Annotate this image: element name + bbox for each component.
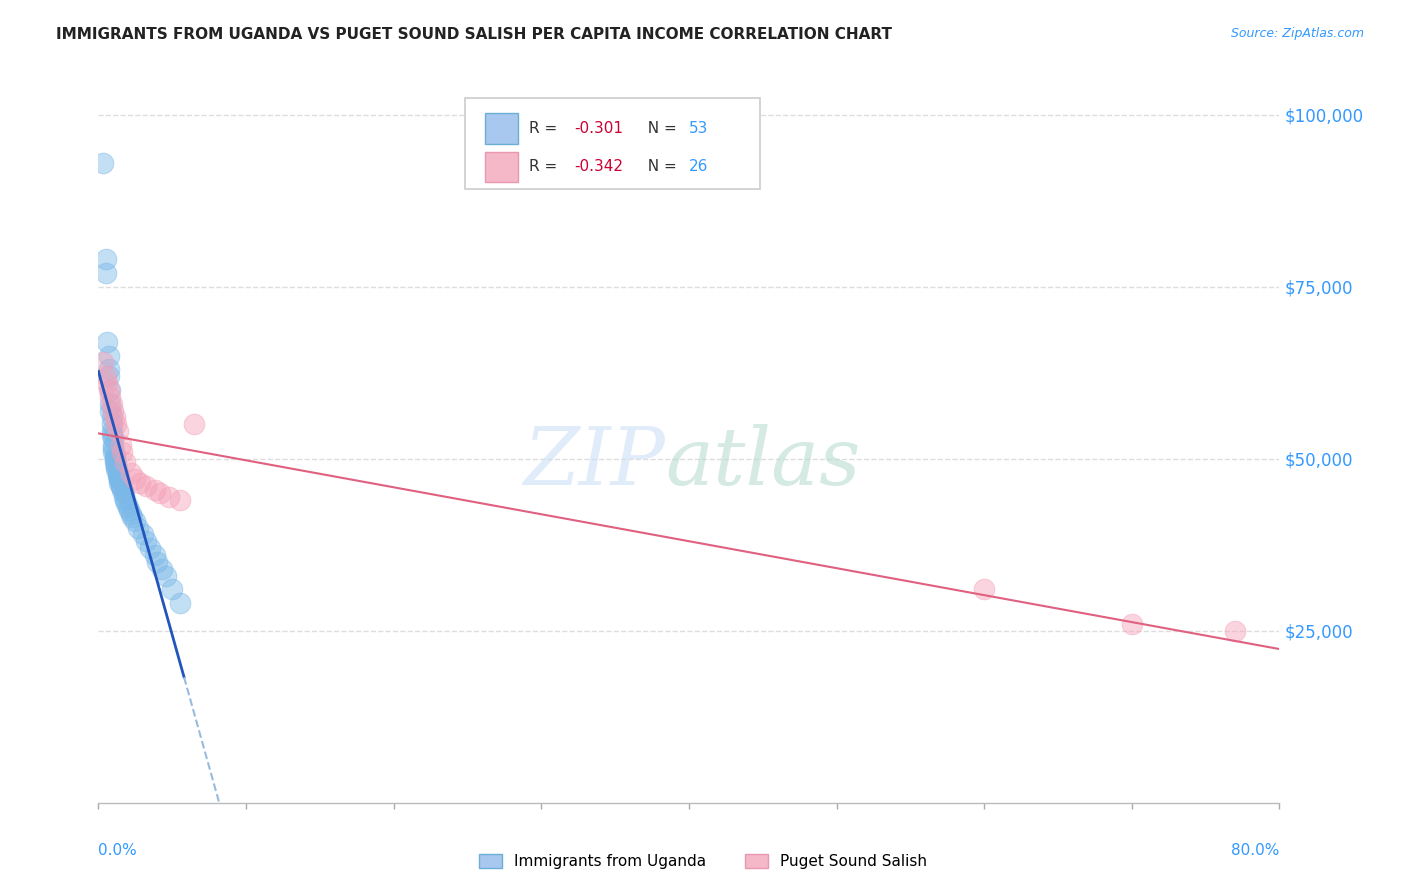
Point	[111, 483, 134, 497]
Point	[104, 451, 127, 466]
Point	[103, 403, 125, 417]
Point	[110, 479, 132, 493]
Point	[1225, 624, 1247, 638]
Point	[157, 490, 180, 504]
FancyBboxPatch shape	[485, 152, 517, 182]
Point	[112, 490, 135, 504]
Point	[98, 383, 121, 397]
FancyBboxPatch shape	[464, 98, 759, 189]
Point	[100, 424, 122, 438]
Point	[100, 417, 122, 432]
Text: IMMIGRANTS FROM UGANDA VS PUGET SOUND SALISH PER CAPITA INCOME CORRELATION CHART: IMMIGRANTS FROM UGANDA VS PUGET SOUND SA…	[56, 27, 893, 42]
Point	[1121, 616, 1143, 631]
Point	[132, 527, 155, 541]
Point	[135, 534, 157, 549]
Point	[104, 410, 127, 425]
Point	[104, 451, 127, 466]
Point	[97, 369, 120, 384]
Text: -0.342: -0.342	[575, 160, 623, 174]
Point	[105, 458, 128, 473]
Text: ZIP: ZIP	[523, 425, 665, 502]
Point	[143, 483, 166, 497]
Text: 0.0%: 0.0%	[98, 843, 138, 857]
Point	[103, 438, 125, 452]
Point	[91, 355, 114, 369]
Point	[146, 555, 169, 569]
Point	[155, 568, 177, 582]
Point	[100, 397, 122, 411]
Y-axis label: Per Capita Income: Per Capita Income	[0, 371, 7, 512]
Point	[98, 403, 121, 417]
Point	[128, 475, 150, 490]
Point	[96, 334, 118, 349]
Point	[97, 349, 120, 363]
Point	[105, 458, 128, 473]
Point	[114, 493, 136, 508]
Point	[124, 514, 146, 528]
Point	[111, 445, 134, 459]
Text: 80.0%: 80.0%	[1232, 843, 1279, 857]
Point	[105, 417, 128, 432]
Point	[98, 397, 121, 411]
Point	[115, 496, 138, 510]
Point	[104, 455, 127, 469]
Point	[94, 369, 117, 384]
Point	[103, 431, 125, 445]
Point	[100, 410, 122, 425]
Point	[143, 548, 166, 562]
Point	[105, 462, 128, 476]
Point	[127, 520, 149, 534]
FancyBboxPatch shape	[485, 113, 517, 144]
Text: R =: R =	[530, 121, 562, 136]
Text: Source: ZipAtlas.com: Source: ZipAtlas.com	[1230, 27, 1364, 40]
Point	[120, 466, 142, 480]
Point	[98, 390, 121, 404]
Text: N =: N =	[638, 160, 682, 174]
Point	[150, 562, 173, 576]
Point	[107, 466, 129, 480]
Point	[117, 500, 139, 514]
Point	[135, 479, 157, 493]
Point	[107, 466, 129, 480]
Point	[139, 541, 162, 556]
Point	[108, 475, 131, 490]
Point	[108, 472, 131, 486]
Point	[94, 252, 117, 267]
Text: atlas: atlas	[665, 425, 860, 502]
Text: -0.301: -0.301	[575, 121, 623, 136]
Text: 26: 26	[689, 160, 709, 174]
Point	[169, 493, 191, 508]
Point	[97, 362, 120, 376]
Point	[91, 156, 114, 170]
Point	[110, 479, 132, 493]
Point	[114, 455, 136, 469]
Point	[100, 427, 122, 442]
Text: N =: N =	[638, 121, 682, 136]
Point	[120, 507, 142, 521]
Point	[110, 438, 132, 452]
Point	[124, 472, 146, 486]
Text: 53: 53	[689, 121, 709, 136]
Point	[97, 383, 120, 397]
Point	[96, 376, 118, 390]
Point	[107, 469, 129, 483]
Legend: Immigrants from Uganda, Puget Sound Salish: Immigrants from Uganda, Puget Sound Sali…	[472, 848, 934, 875]
Point	[169, 596, 191, 610]
Point	[103, 442, 125, 456]
Point	[149, 486, 172, 500]
Point	[121, 510, 143, 524]
Point	[103, 445, 125, 459]
Point	[104, 448, 127, 462]
Point	[118, 503, 141, 517]
Point	[107, 424, 129, 438]
Point	[112, 486, 135, 500]
Point	[94, 266, 117, 280]
Text: R =: R =	[530, 160, 562, 174]
Point	[973, 582, 995, 597]
Point	[162, 582, 183, 597]
Point	[108, 472, 131, 486]
Point	[183, 417, 205, 432]
